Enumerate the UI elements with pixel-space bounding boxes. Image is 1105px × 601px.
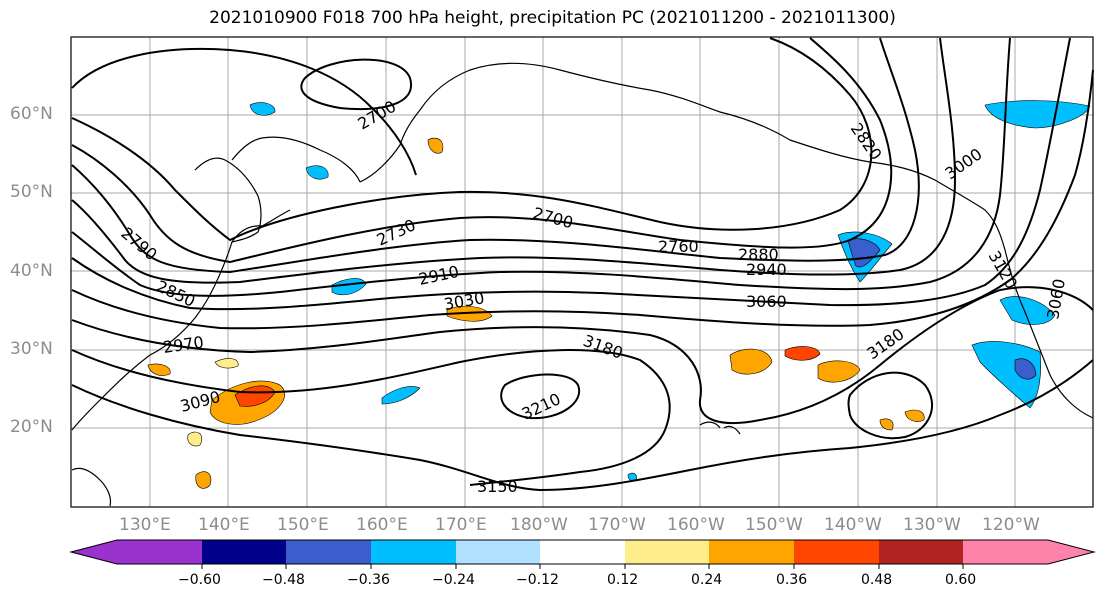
contour-label: 2880: [738, 245, 779, 264]
colorbar-tick-label: 0.24: [691, 572, 723, 588]
colorbar-bin: [117, 540, 202, 564]
lon-label: 150°E: [277, 515, 329, 535]
lon-label: 130°E: [119, 515, 171, 535]
colorbar-tick-label: 0.48: [861, 572, 893, 588]
colorbar: [69, 539, 1096, 569]
colorbar-tick-label: 0.36: [776, 572, 808, 588]
lat-label: 20°N: [10, 417, 53, 437]
contour-label: 3150: [477, 477, 518, 496]
lon-label: 140°W: [824, 515, 882, 535]
lat-label: 30°N: [10, 339, 53, 359]
height-contours: [71, 37, 1094, 492]
colorbar-tick-label: −0.24: [432, 572, 475, 588]
colorbar-bin: [709, 540, 794, 564]
lon-label: 180°W: [510, 515, 568, 535]
colorbar-extend-high: [1048, 540, 1094, 564]
contour-label: 2760: [658, 237, 699, 256]
colorbar-bin: [286, 540, 371, 564]
lat-label: 40°N: [10, 261, 53, 281]
lon-label: 170°W: [588, 515, 646, 535]
colorbar-extend-low: [71, 540, 117, 564]
lon-label: 170°E: [435, 515, 487, 535]
colorbar-bin: [202, 540, 286, 564]
colorbar-bin: [625, 540, 709, 564]
colorbar-outline: [69, 539, 1096, 565]
lon-label: 150°W: [745, 515, 803, 535]
contour-label: 2940: [746, 260, 787, 279]
colorbar-bin: [456, 540, 540, 564]
colorbar-tick-label: −0.36: [347, 572, 390, 588]
colorbar-bin: [371, 540, 456, 564]
colorbar-tick-label: 0.60: [945, 572, 977, 588]
colorbar-bin: [540, 540, 625, 564]
lon-label: 160°W: [667, 515, 725, 535]
lon-label: 120°W: [982, 515, 1040, 535]
map-frame: [70, 36, 1094, 508]
map-title: 2021010900 F018 700 hPa height, precipit…: [209, 8, 896, 28]
contour-label: 3060: [746, 292, 787, 311]
precipitation-patches: [147, 100, 1091, 489]
lat-label: 50°N: [10, 182, 53, 202]
lat-label: 60°N: [10, 104, 53, 124]
colorbar-tick-label: 0.12: [607, 572, 639, 588]
lon-label: 140°E: [198, 515, 250, 535]
colorbar-tick-label: −0.60: [178, 572, 221, 588]
lon-label: 160°E: [356, 515, 408, 535]
colorbar-bin: [963, 540, 1048, 564]
colorbar-bin: [879, 540, 963, 564]
colorbar-bin: [794, 540, 879, 564]
colorbar-tick-label: −0.12: [516, 572, 559, 588]
lon-label: 130°W: [903, 515, 961, 535]
colorbar-tick-label: −0.48: [262, 572, 305, 588]
